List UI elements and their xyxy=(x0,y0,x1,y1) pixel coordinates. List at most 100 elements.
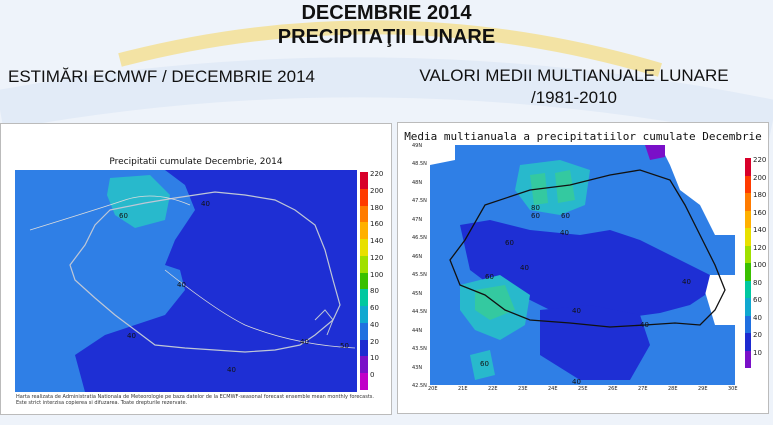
left-legend: 220 200 180 160 140 120 100 80 60 40 20 10 0 xyxy=(360,170,388,392)
right-country-border xyxy=(449,169,726,328)
legend-label: 0 xyxy=(370,371,375,380)
left-contour-label: 40 xyxy=(177,281,186,289)
legend-swatch xyxy=(745,350,751,368)
left-contour-label: 40 xyxy=(300,338,309,346)
legend-swatch xyxy=(745,193,751,211)
left-subtitle: ESTIMĂRI ECMWF / DECEMBRIE 2014 xyxy=(8,67,315,86)
lon-tick-label: 27E xyxy=(638,386,648,392)
left-delta-outline xyxy=(314,309,334,336)
legend-label: 20 xyxy=(753,331,762,339)
right-lat-ticks: 49N 48.5N 48N 47.5N 47N 46.5N 46N 45.5N 45N 44.5N… xyxy=(412,143,430,389)
legend-swatch xyxy=(360,205,368,223)
lat-tick-label: 43N xyxy=(412,364,423,371)
right-legend-labels: 220 200 180 160 140 120 100 80 60 40 20 10 xyxy=(753,156,767,368)
lat-tick-label: 49N xyxy=(412,143,423,149)
legend-label: 80 xyxy=(753,278,762,287)
legend-label: 180 xyxy=(370,203,384,212)
left-region-dark xyxy=(75,170,357,392)
legend-swatch xyxy=(360,255,368,273)
right-region-green xyxy=(555,170,575,203)
legend-swatch xyxy=(360,172,368,189)
legend-swatch xyxy=(360,322,368,340)
legend-swatch xyxy=(360,272,368,290)
page-title-line2: PRECIPITAŢII LUNARE xyxy=(277,26,496,48)
right-contour-label: 60 xyxy=(485,273,494,281)
legend-swatch xyxy=(745,158,751,176)
left-map-title: Precipitatii cumulate Decembrie, 2014 xyxy=(109,157,283,167)
legend-swatch xyxy=(745,333,751,351)
legend-swatch xyxy=(745,263,751,281)
lat-tick-label: 47.5N xyxy=(412,198,427,205)
lat-tick-label: 45N xyxy=(412,290,423,297)
right-contour-label: 60 xyxy=(531,212,540,220)
right-map-blank xyxy=(430,145,455,165)
legend-label: 10 xyxy=(753,348,762,357)
left-contour-label: 40 xyxy=(127,332,136,340)
left-legend-labels: 220 200 180 160 140 120 100 80 60 40 20 10 0 xyxy=(370,170,388,390)
legend-label: 40 xyxy=(753,313,762,322)
legend-swatch xyxy=(745,280,751,298)
legend-swatch xyxy=(360,306,368,323)
lat-tick-label: 42.5N xyxy=(412,383,427,389)
left-contour-label: 40 xyxy=(201,200,210,208)
left-contour-60 xyxy=(29,195,191,231)
right-contour-label: 40 xyxy=(560,229,569,237)
right-region-dark-south xyxy=(540,305,650,380)
legend-swatch xyxy=(745,175,751,193)
right-lon-ticks: 20E 21E 22E 23E 24E 25E 26E 27E 28E 29E 30E xyxy=(428,386,738,394)
legend-label: 120 xyxy=(753,243,767,252)
legend-label: 120 xyxy=(370,253,384,262)
legend-label: 160 xyxy=(753,208,767,217)
lat-tick-label: 47N xyxy=(412,216,423,223)
left-map-credit: Harta realizata de Administratia Nationa… xyxy=(16,394,375,406)
legend-swatch xyxy=(360,239,368,256)
right-contour-label: 80 xyxy=(531,204,540,212)
legend-swatch xyxy=(745,228,751,246)
lon-tick-label: 21E xyxy=(458,386,468,392)
legend-label: 100 xyxy=(753,261,767,269)
legend-swatch xyxy=(360,356,368,374)
legend-swatch xyxy=(360,373,368,390)
legend-label: 140 xyxy=(370,237,384,246)
right-map-blank xyxy=(660,145,735,235)
left-contour-label: 40 xyxy=(227,366,236,374)
right-contour-label: 60 xyxy=(480,360,489,368)
right-contour-label: 60 xyxy=(561,212,570,220)
lon-tick-label: 22E xyxy=(488,386,498,392)
right-contour-label: 40 xyxy=(520,264,529,272)
legend-label: 200 xyxy=(370,186,384,195)
legend-label: 80 xyxy=(370,287,379,296)
legend-label: 60 xyxy=(753,296,762,304)
right-legend-colorbar xyxy=(745,158,751,368)
lat-tick-label: 44N xyxy=(412,327,423,334)
right-map-title: Media multianuala a precipitatiilor cumu… xyxy=(404,130,762,143)
left-contour-label: 50 xyxy=(340,342,349,350)
legend-label: 140 xyxy=(753,226,767,234)
left-contour-40 xyxy=(164,269,356,349)
right-region-purple xyxy=(645,145,665,160)
left-contour-label: 60 xyxy=(119,212,128,220)
legend-swatch xyxy=(745,315,751,333)
right-region-teal-s xyxy=(470,350,495,380)
right-contour-label: 40 xyxy=(640,321,649,329)
legend-label: 100 xyxy=(370,270,384,279)
right-contour-label: 40 xyxy=(572,307,581,315)
lat-tick-label: 48N xyxy=(412,179,423,186)
lon-tick-label: 29E xyxy=(698,386,708,392)
lat-tick-label: 46N xyxy=(412,253,423,260)
lat-tick-label: 46.5N xyxy=(412,235,427,242)
right-legend: 220 200 180 160 140 120 100 80 60 40 20 10 xyxy=(745,156,767,373)
right-contour-label: 40 xyxy=(572,378,581,385)
left-legend-colorbar xyxy=(360,172,368,390)
lon-tick-label: 28E xyxy=(668,386,678,392)
page-title-line1: DECEMBRIE 2014 xyxy=(301,2,472,24)
legend-label: 160 xyxy=(370,220,384,229)
lon-tick-label: 30E xyxy=(728,386,738,392)
legend-label: 60 xyxy=(370,304,379,313)
left-map: 60 40 40 40 40 50 40 xyxy=(15,170,357,392)
lat-tick-label: 43.5N xyxy=(412,346,427,353)
legend-label: 20 xyxy=(370,337,379,346)
legend-label: 200 xyxy=(753,173,767,182)
lon-tick-label: 24E xyxy=(548,386,558,392)
right-subtitle-line1: VALORI MEDII MULTIANUALE LUNARE xyxy=(419,66,729,85)
